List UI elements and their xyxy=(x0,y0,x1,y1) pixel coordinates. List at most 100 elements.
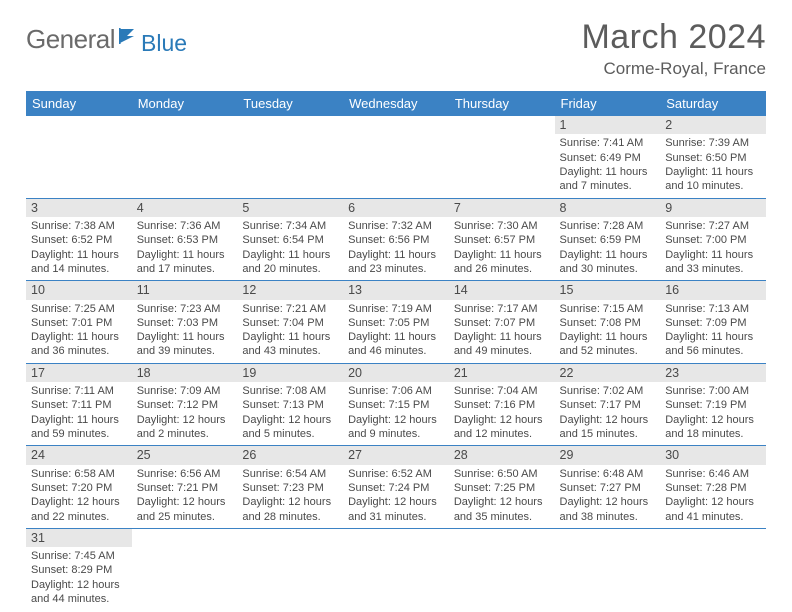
day-detail: and 39 minutes. xyxy=(137,344,234,358)
calendar-day-cell: 13Sunrise: 7:19 AMSunset: 7:05 PMDayligh… xyxy=(343,281,449,364)
day-number: 27 xyxy=(348,447,444,463)
day-detail: Sunset: 7:13 PM xyxy=(242,398,339,412)
calendar-empty-cell xyxy=(237,116,343,198)
day-number: 23 xyxy=(665,365,761,381)
calendar-page: General Blue March 2024 Corme-Royal, Fra… xyxy=(0,0,792,610)
calendar-day-cell: 19Sunrise: 7:08 AMSunset: 7:13 PMDayligh… xyxy=(237,363,343,446)
day-number: 22 xyxy=(560,365,656,381)
day-number: 14 xyxy=(454,282,550,298)
weekday-header: Sunday xyxy=(26,91,132,116)
day-detail: Daylight: 12 hours xyxy=(560,413,657,427)
day-number: 13 xyxy=(348,282,444,298)
header: General Blue March 2024 Corme-Royal, Fra… xyxy=(26,18,766,79)
day-detail: Sunrise: 7:23 AM xyxy=(137,302,234,316)
day-number: 28 xyxy=(454,447,550,463)
day-number: 11 xyxy=(137,282,233,298)
day-detail: and 28 minutes. xyxy=(242,510,339,524)
day-number: 1 xyxy=(560,117,656,133)
calendar-empty-cell xyxy=(343,116,449,198)
day-detail: Daylight: 12 hours xyxy=(242,413,339,427)
calendar-day-cell: 3Sunrise: 7:38 AMSunset: 6:52 PMDaylight… xyxy=(26,198,132,281)
day-detail: Sunset: 6:59 PM xyxy=(560,233,657,247)
day-detail: and 26 minutes. xyxy=(454,262,551,276)
day-detail: and 12 minutes. xyxy=(454,427,551,441)
day-detail: Sunset: 7:24 PM xyxy=(348,481,445,495)
calendar-day-cell: 24Sunrise: 6:58 AMSunset: 7:20 PMDayligh… xyxy=(26,446,132,529)
calendar-day-cell: 27Sunrise: 6:52 AMSunset: 7:24 PMDayligh… xyxy=(343,446,449,529)
day-detail: Sunset: 7:00 PM xyxy=(665,233,762,247)
day-detail: Sunrise: 6:54 AM xyxy=(242,467,339,481)
day-detail: Daylight: 11 hours xyxy=(31,413,128,427)
day-detail: Daylight: 12 hours xyxy=(454,495,551,509)
day-detail: Sunset: 7:09 PM xyxy=(665,316,762,330)
day-detail: Daylight: 12 hours xyxy=(137,495,234,509)
calendar-week-row: 10Sunrise: 7:25 AMSunset: 7:01 PMDayligh… xyxy=(26,281,766,364)
day-detail: Sunset: 6:56 PM xyxy=(348,233,445,247)
day-detail: and 43 minutes. xyxy=(242,344,339,358)
calendar-empty-cell xyxy=(26,116,132,198)
day-detail: Daylight: 12 hours xyxy=(665,495,762,509)
logo: General Blue xyxy=(26,24,187,55)
calendar-day-cell: 21Sunrise: 7:04 AMSunset: 7:16 PMDayligh… xyxy=(449,363,555,446)
day-detail: Daylight: 12 hours xyxy=(560,495,657,509)
weekday-header: Wednesday xyxy=(343,91,449,116)
day-detail: Daylight: 11 hours xyxy=(242,248,339,262)
day-detail: Sunset: 7:11 PM xyxy=(31,398,128,412)
calendar-week-row: 31Sunrise: 7:45 AMSunset: 8:29 PMDayligh… xyxy=(26,528,766,610)
day-number: 4 xyxy=(137,200,233,216)
day-detail: Sunset: 7:20 PM xyxy=(31,481,128,495)
day-detail: Daylight: 11 hours xyxy=(665,165,762,179)
day-detail: Sunset: 6:53 PM xyxy=(137,233,234,247)
day-detail: Sunrise: 7:41 AM xyxy=(560,136,657,150)
day-detail: and 44 minutes. xyxy=(31,592,128,606)
day-detail: and 20 minutes. xyxy=(242,262,339,276)
day-detail: Sunrise: 7:39 AM xyxy=(665,136,762,150)
day-detail: Sunrise: 7:36 AM xyxy=(137,219,234,233)
day-detail: Sunrise: 7:32 AM xyxy=(348,219,445,233)
day-detail: Sunrise: 7:45 AM xyxy=(31,549,128,563)
calendar-day-cell: 22Sunrise: 7:02 AMSunset: 7:17 PMDayligh… xyxy=(555,363,661,446)
calendar-header-row: SundayMondayTuesdayWednesdayThursdayFrid… xyxy=(26,91,766,116)
day-number: 21 xyxy=(454,365,550,381)
calendar-empty-cell xyxy=(449,116,555,198)
day-detail: and 49 minutes. xyxy=(454,344,551,358)
day-detail: and 10 minutes. xyxy=(665,179,762,193)
day-detail: Sunset: 6:49 PM xyxy=(560,151,657,165)
day-detail: Daylight: 11 hours xyxy=(665,330,762,344)
day-detail: Sunrise: 6:50 AM xyxy=(454,467,551,481)
calendar-day-cell: 17Sunrise: 7:11 AMSunset: 7:11 PMDayligh… xyxy=(26,363,132,446)
day-detail: Sunrise: 7:30 AM xyxy=(454,219,551,233)
calendar-day-cell: 26Sunrise: 6:54 AMSunset: 7:23 PMDayligh… xyxy=(237,446,343,529)
day-detail: and 25 minutes. xyxy=(137,510,234,524)
calendar-week-row: 3Sunrise: 7:38 AMSunset: 6:52 PMDaylight… xyxy=(26,198,766,281)
day-detail: Daylight: 11 hours xyxy=(242,330,339,344)
day-detail: Daylight: 11 hours xyxy=(454,248,551,262)
day-detail: Sunrise: 6:56 AM xyxy=(137,467,234,481)
day-number: 2 xyxy=(665,117,761,133)
day-number: 30 xyxy=(665,447,761,463)
day-number: 8 xyxy=(560,200,656,216)
calendar-empty-cell xyxy=(449,528,555,610)
day-detail: and 56 minutes. xyxy=(665,344,762,358)
calendar-day-cell: 18Sunrise: 7:09 AMSunset: 7:12 PMDayligh… xyxy=(132,363,238,446)
day-detail: Daylight: 12 hours xyxy=(348,495,445,509)
calendar-week-row: 17Sunrise: 7:11 AMSunset: 7:11 PMDayligh… xyxy=(26,363,766,446)
day-detail: Sunset: 6:57 PM xyxy=(454,233,551,247)
calendar-day-cell: 1Sunrise: 7:41 AMSunset: 6:49 PMDaylight… xyxy=(555,116,661,198)
day-detail: and 38 minutes. xyxy=(560,510,657,524)
day-detail: and 14 minutes. xyxy=(31,262,128,276)
calendar-day-cell: 31Sunrise: 7:45 AMSunset: 8:29 PMDayligh… xyxy=(26,528,132,610)
day-number: 17 xyxy=(31,365,127,381)
day-detail: Sunset: 6:54 PM xyxy=(242,233,339,247)
calendar-empty-cell xyxy=(132,528,238,610)
day-detail: Sunset: 7:03 PM xyxy=(137,316,234,330)
logo-word-1: General xyxy=(26,24,115,55)
day-detail: Sunrise: 7:15 AM xyxy=(560,302,657,316)
day-detail: Sunset: 7:01 PM xyxy=(31,316,128,330)
day-detail: Daylight: 11 hours xyxy=(137,330,234,344)
day-detail: and 18 minutes. xyxy=(665,427,762,441)
day-detail: Sunset: 6:52 PM xyxy=(31,233,128,247)
calendar-day-cell: 30Sunrise: 6:46 AMSunset: 7:28 PMDayligh… xyxy=(660,446,766,529)
day-detail: Daylight: 12 hours xyxy=(31,578,128,592)
day-detail: and 59 minutes. xyxy=(31,427,128,441)
